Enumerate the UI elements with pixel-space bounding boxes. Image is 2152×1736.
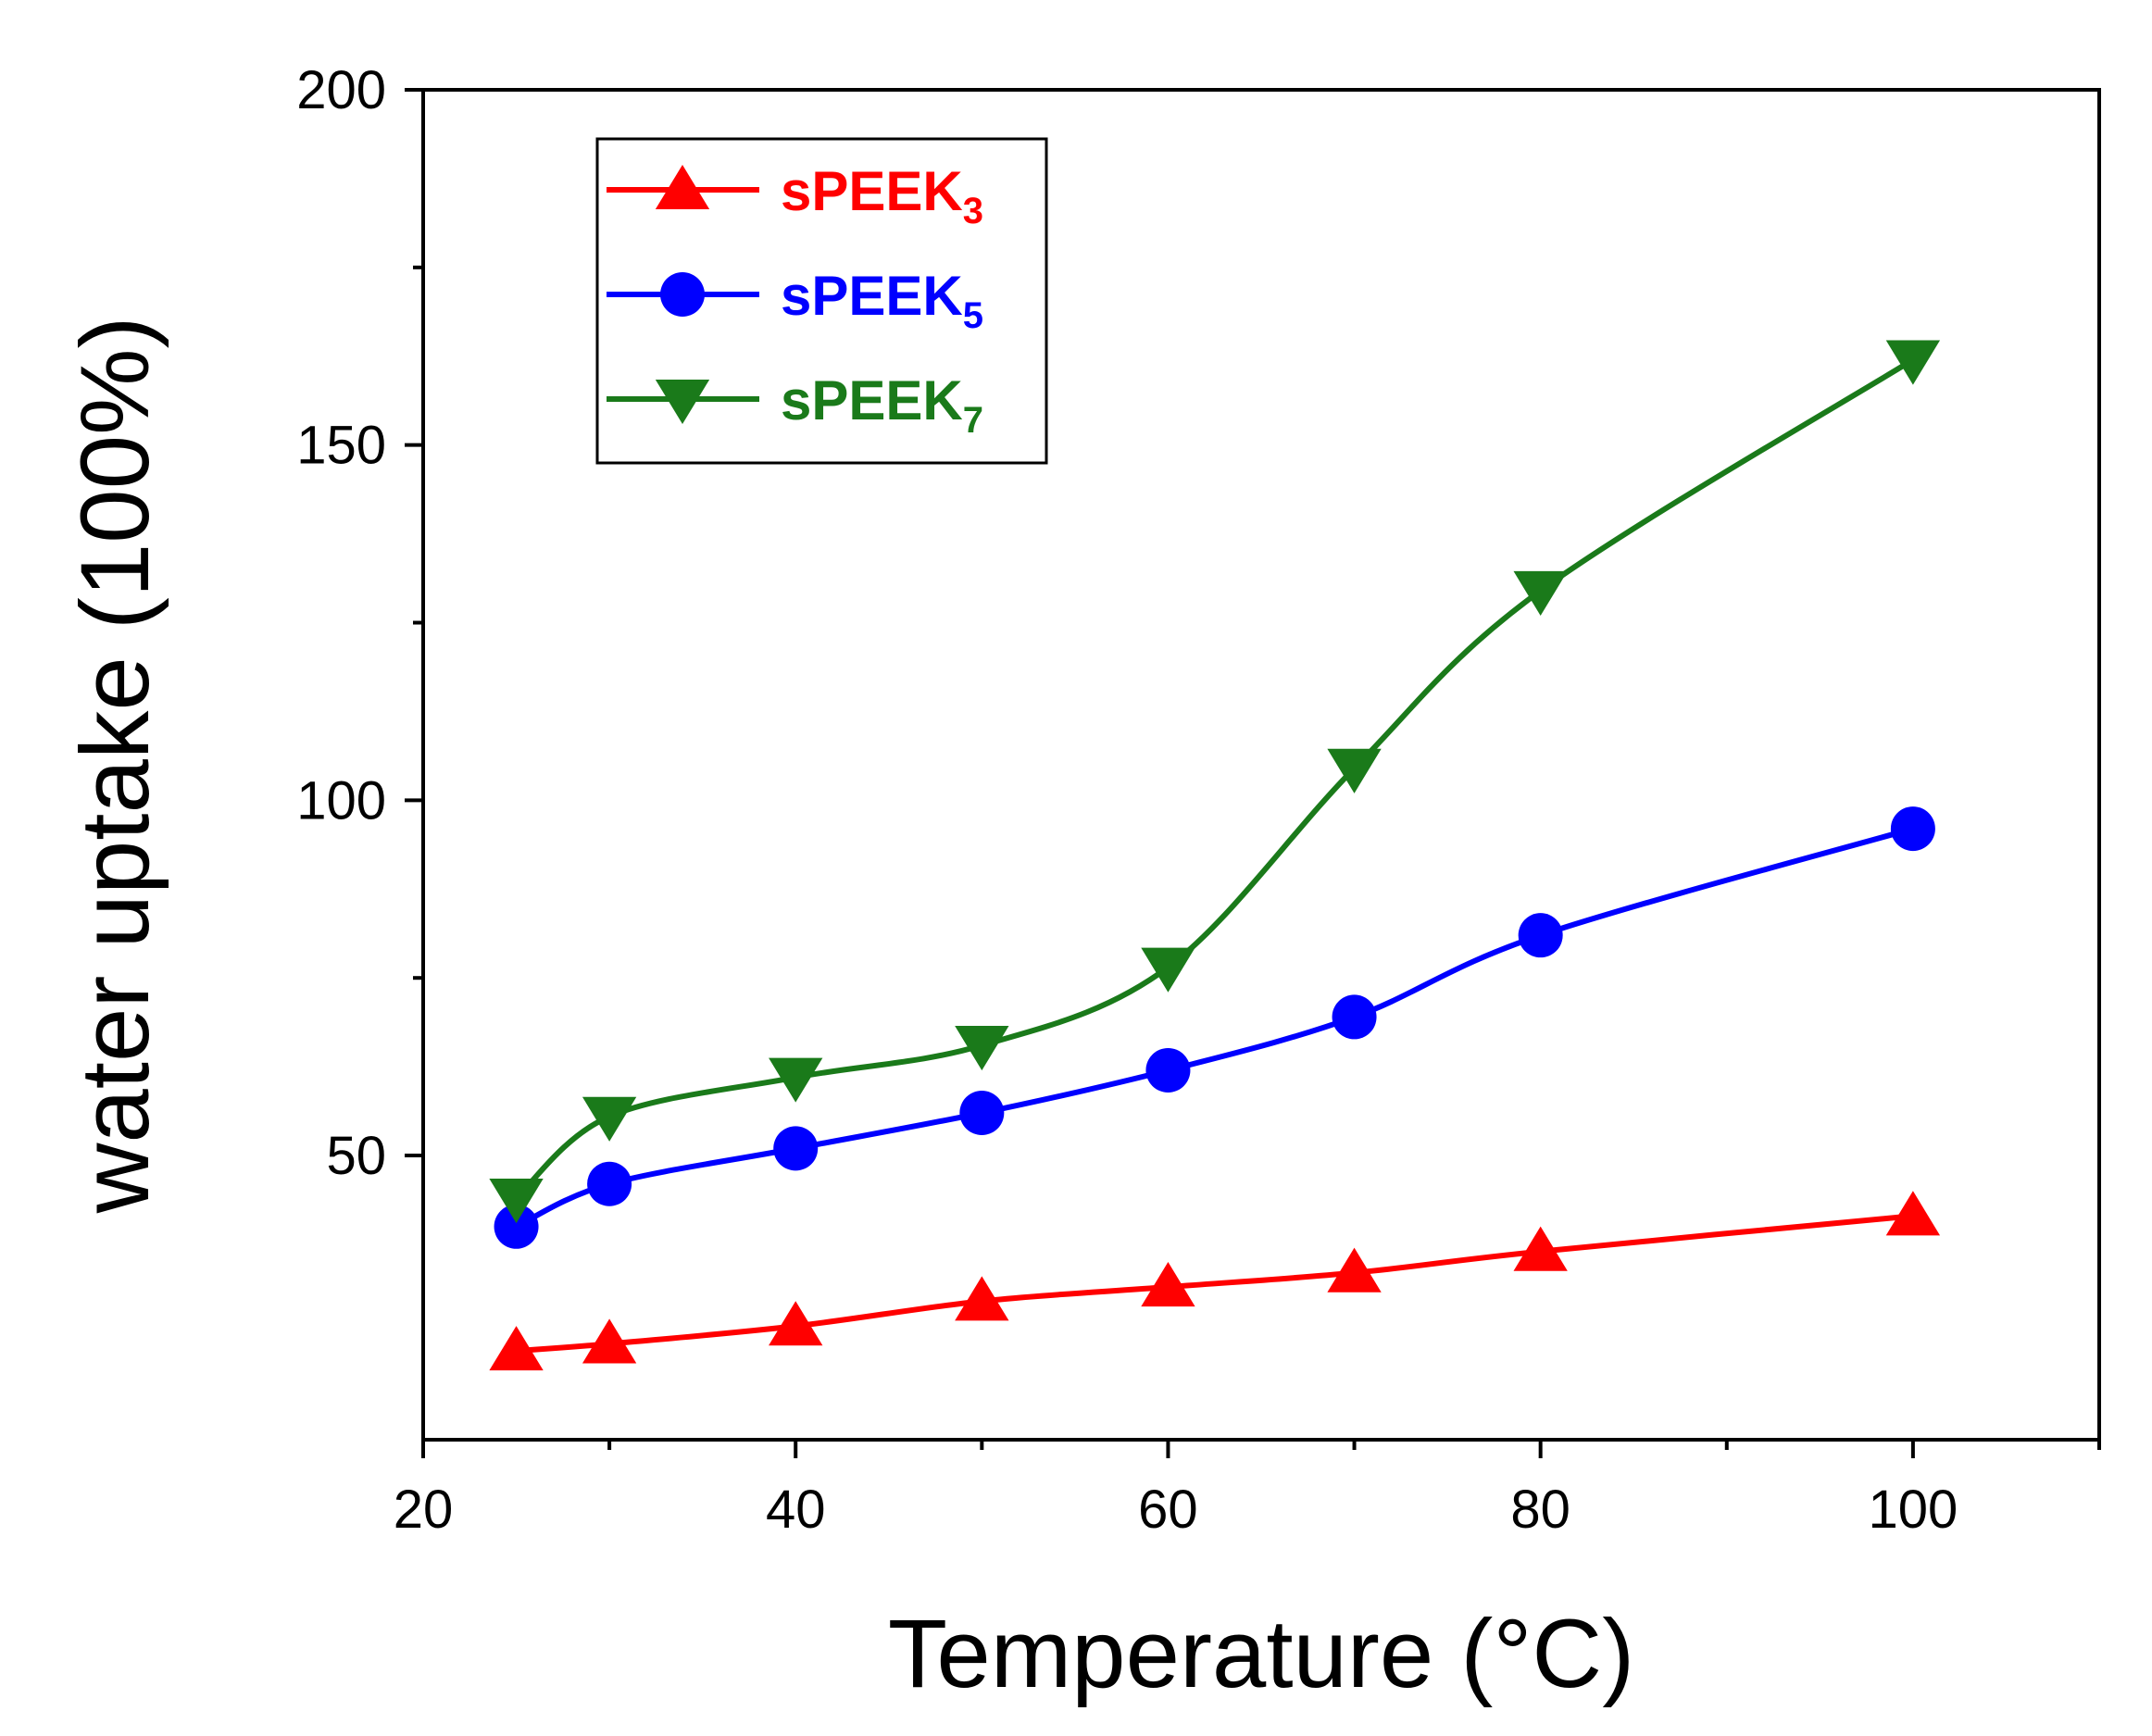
- point-sPEEK5-80: [1518, 913, 1563, 958]
- point-sPEEK3-50: [955, 1276, 1009, 1321]
- x-tick-label-80: 80: [1510, 1480, 1570, 1540]
- point-sPEEK5-40: [773, 1126, 819, 1171]
- y-axis-title: water uptake (100%): [61, 317, 169, 1215]
- y-tick-label-200: 200: [296, 60, 386, 120]
- point-sPEEK7-80: [1513, 570, 1568, 616]
- point-sPEEK7-50: [955, 1026, 1009, 1071]
- series-sPEEK3: [489, 1191, 1941, 1371]
- point-sPEEK5-50: [959, 1091, 1005, 1136]
- point-sPEEK7-40: [769, 1057, 823, 1103]
- y-tick-label-150: 150: [296, 416, 386, 476]
- legend-marker-sPEEK5: [660, 272, 705, 317]
- x-tick-label-40: 40: [766, 1480, 826, 1540]
- legend-label-sPEEK5: sPEEK5: [781, 265, 983, 336]
- point-sPEEK7-30: [582, 1096, 637, 1142]
- x-tick-label-20: 20: [394, 1480, 454, 1540]
- point-sPEEK7-70: [1327, 748, 1382, 793]
- axis-ticks: 20 40 60 80 100 50 100 150 200: [296, 60, 2101, 1540]
- series-line-sPEEK5: [515, 826, 1914, 1230]
- legend-item-sPEEK7: sPEEK7: [607, 369, 983, 441]
- series-layer: [489, 340, 1941, 1371]
- point-sPEEK3-70: [1327, 1247, 1382, 1293]
- point-sPEEK5-70: [1332, 994, 1377, 1040]
- x-tick-label-100: 100: [1868, 1480, 1958, 1540]
- point-sPEEK3-80: [1513, 1226, 1568, 1271]
- series-sPEEK7: [489, 340, 1941, 1224]
- legend: sPEEK3 sPEEK5 sPEEK7: [595, 137, 1048, 465]
- point-sPEEK7-100: [1885, 340, 1941, 385]
- point-sPEEK5-60: [1145, 1047, 1191, 1093]
- legend-item-sPEEK5: sPEEK5: [607, 265, 983, 336]
- point-sPEEK3-40: [769, 1301, 823, 1346]
- legend-marker-sPEEK7: [655, 379, 710, 424]
- point-sPEEK3-100: [1885, 1191, 1941, 1236]
- series-sPEEK5: [494, 806, 1935, 1249]
- x-tick-label-60: 60: [1138, 1480, 1198, 1540]
- point-sPEEK5-25: [494, 1204, 539, 1249]
- point-sPEEK5-100: [1890, 806, 1935, 852]
- y-tick-label-50: 50: [326, 1126, 386, 1186]
- point-sPEEK3-25: [489, 1326, 544, 1371]
- legend-label-sPEEK3: sPEEK3: [781, 160, 983, 231]
- point-sPEEK5-30: [587, 1161, 632, 1206]
- point-sPEEK7-25: [489, 1179, 544, 1224]
- series-line-sPEEK7: [514, 357, 1915, 1201]
- x-axis-title: Temperature (°C): [888, 1600, 1634, 1708]
- point-sPEEK7-60: [1141, 947, 1195, 993]
- y-tick-label-100: 100: [296, 770, 386, 831]
- point-sPEEK3-30: [582, 1318, 637, 1364]
- legend-marker-sPEEK3: [655, 165, 710, 210]
- legend-item-sPEEK3: sPEEK3: [607, 160, 983, 231]
- plot-frame: [421, 88, 2101, 1442]
- series-line-sPEEK3: [516, 1213, 1914, 1355]
- legend-label-sPEEK7: sPEEK7: [781, 369, 983, 441]
- point-sPEEK3-60: [1141, 1262, 1195, 1307]
